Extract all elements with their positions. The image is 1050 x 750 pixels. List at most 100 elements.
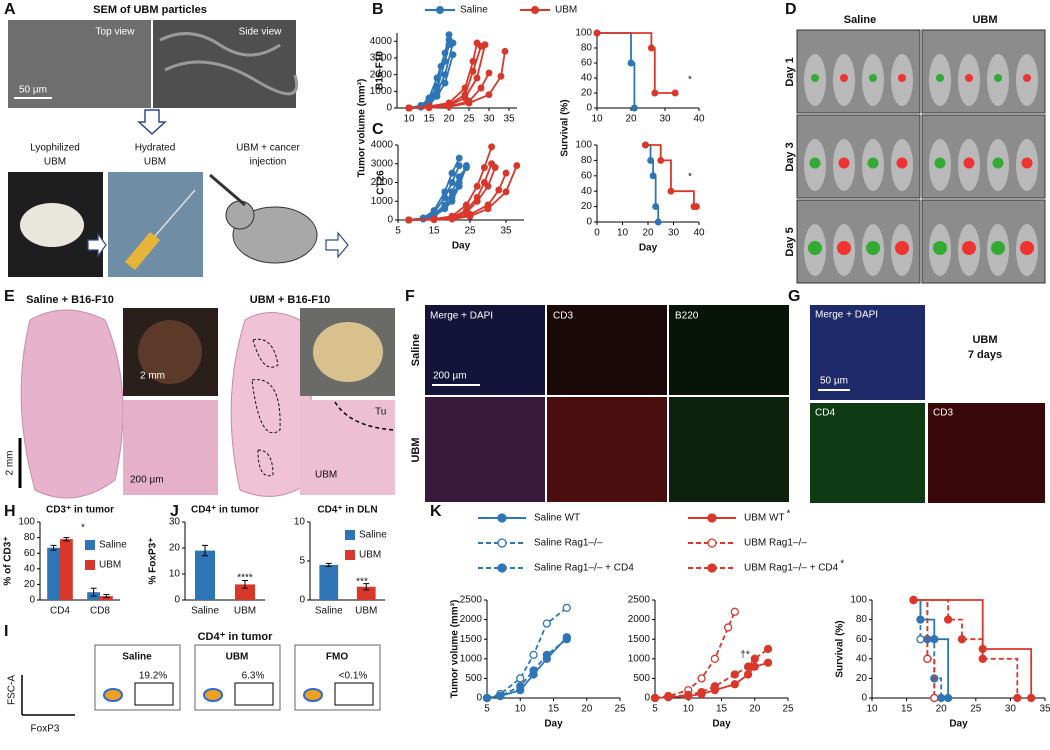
x-axis-label: Day [712,719,731,730]
legend-label: Saline [359,530,387,541]
x-tick-label: 30 [1005,704,1017,715]
signal [1020,241,1034,255]
error-bar [325,562,332,567]
point [502,169,510,177]
signal [837,241,851,255]
x-tick-label: 20 [443,114,455,125]
y-tick-label: 0 [386,103,392,114]
point [667,187,675,195]
x-tick-label: Saline [315,606,343,617]
x-tick-label: 25 [463,114,475,125]
point [562,603,571,612]
x-tick-label: 30 [659,114,671,125]
y-tick-label: 0 [586,103,592,114]
point [647,44,655,52]
y-tick-label: 80 [581,43,593,54]
x-tick-label: 15 [901,704,913,715]
legend-marker [497,538,507,548]
annotation: †* [740,650,750,661]
y-tick-label: 0 [476,693,482,704]
point [750,654,759,663]
point [743,670,753,679]
point [462,162,470,170]
fluor [928,403,1045,503]
fluor [547,397,667,502]
axis-label: Survival (%) [560,99,571,156]
axis-label: Tumor volume (mm³) [357,79,368,178]
scale: 200 µm [130,475,164,486]
x-tick-label: Saline [191,606,219,617]
x-tick-label: 10 [683,704,695,715]
legend-label: UBM [359,550,381,561]
x-tick-label: 25 [782,704,794,715]
y-tick-label: 0 [861,693,867,704]
group: UBM + B16-F10 [250,294,330,306]
legend-marker [707,563,717,573]
point [425,94,433,102]
x-tick-label: 15 [716,704,728,715]
x-tick-label: 35 [500,226,512,237]
point [430,216,438,224]
x-tick-label: 15 [423,114,435,125]
population [203,688,223,702]
point [930,693,939,703]
fluor [669,397,789,502]
x-tick-label: 30 [668,228,680,239]
x-tick-label: 35 [1039,704,1050,715]
plot-frame [294,644,381,711]
legend-label: UBM Rag1–/– [744,538,807,549]
point [473,197,481,205]
fluor [425,397,545,502]
x-tick-label: UBM [234,606,256,617]
point [465,99,473,107]
point [441,188,449,196]
signal [1021,157,1033,169]
channel: B220 [675,311,699,322]
point [937,693,946,703]
y-tick-label: 1500 [628,634,651,645]
point [484,205,492,213]
gate [234,682,274,706]
region: UBM [315,470,337,481]
micrograph [123,400,218,495]
y-tick-label: 1000 [460,653,483,664]
step-line [913,599,1019,698]
step-line [913,599,950,698]
y-axis-label: Tumor volume (mm³) [450,600,461,699]
x-tick-label: CD4 [50,606,70,617]
signal [1023,74,1031,82]
legend-note: * [787,509,791,520]
legend-label: Saline [99,540,127,551]
axis-label: FSC-A [7,675,18,705]
y-tick-label: 20 [581,201,593,212]
point [710,654,719,663]
point [630,104,638,112]
legend-marker [531,6,539,14]
x-tick-label: 20 [749,704,761,715]
y-tick-label: 40 [581,73,593,84]
x-tick-label: 25 [970,704,982,715]
point [750,662,759,671]
point [473,182,481,190]
error-bar [242,580,248,589]
point [923,654,932,663]
signal [933,241,947,255]
channel: Merge + DAPI [430,311,493,322]
x-tick-label: 20 [642,228,654,239]
point [448,169,456,177]
y-tick-label: 0 [644,693,650,704]
panel-e: Saline + B16-F10 UBM + B16-F10 2 mm 2 mm… [5,294,396,499]
y-tick-label: 500 [465,673,482,684]
fluor [810,305,925,400]
legend-label: UBM Rag1–/– + CD4 [744,563,839,574]
error-bar [90,587,97,597]
step-line [913,599,1033,698]
step: Hydrated [135,143,176,154]
y-axis-label: % FoxP3⁺ [148,538,159,585]
x-tick-label: 20 [625,114,637,125]
y-tick-label: 40 [24,563,36,574]
point [455,182,463,190]
chart-title: CD4⁺ in tumor [191,505,259,516]
x-tick-label: 15 [548,704,560,715]
